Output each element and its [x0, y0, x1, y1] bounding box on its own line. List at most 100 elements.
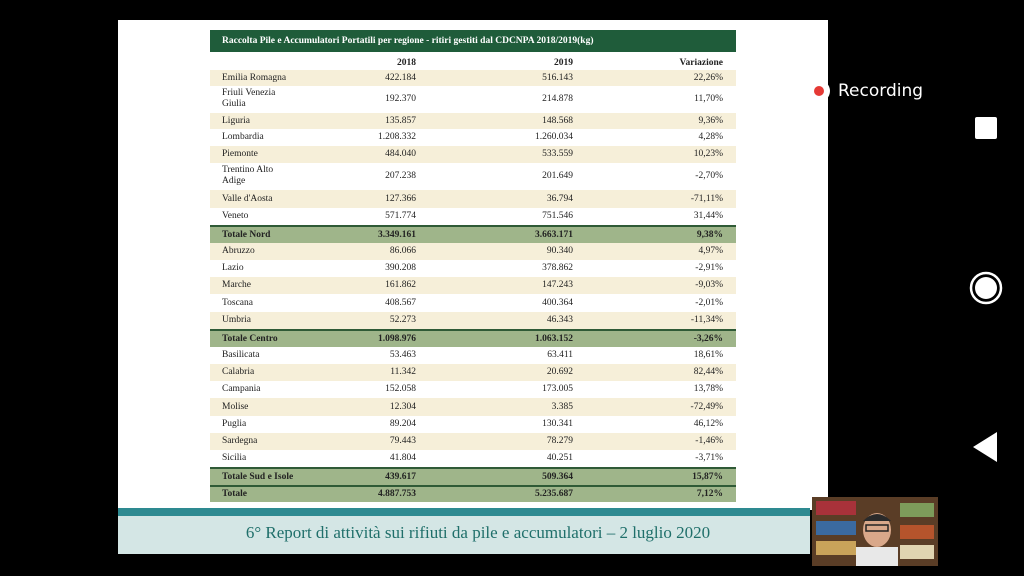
variation: 18,61%	[693, 350, 723, 360]
value-2018: 3.349.161	[378, 229, 416, 240]
region-name: Marche	[222, 280, 252, 290]
variation: -3,71%	[695, 453, 723, 463]
variation: -11,34%	[690, 315, 723, 325]
value-2019: 3.663.171	[535, 229, 573, 240]
variation: 82,44%	[693, 367, 723, 377]
table-row	[210, 243, 736, 260]
table-row	[210, 146, 736, 163]
footer-title: 6° Report di attività sui rifiuti da pil…	[245, 523, 711, 542]
value-2019: 5.235.687	[535, 489, 573, 499]
value-2019: 148.568	[542, 115, 573, 126]
value-2018: 422.184	[385, 72, 416, 83]
region-name: Lazio	[222, 263, 244, 273]
value-2019: 36.794	[546, 193, 573, 204]
value-2018: 11.342	[390, 367, 416, 377]
region-name: Calabria	[222, 367, 255, 377]
variation: -72,49%	[690, 401, 723, 412]
value-2018: 408.567	[385, 297, 416, 308]
back-button[interactable]	[973, 432, 997, 462]
value-2018: 1.098.976	[378, 333, 416, 344]
table-row	[210, 113, 736, 129]
region-name: Umbria	[222, 315, 252, 325]
variation: -3,26%	[693, 333, 723, 344]
value-2019: 214.878	[542, 94, 573, 104]
value-2018: 161.862	[385, 280, 416, 290]
variation: 46,12%	[693, 419, 723, 429]
total-row	[210, 485, 736, 502]
table-row	[210, 398, 736, 416]
variation: 9,36%	[698, 115, 723, 126]
variation: 7,12%	[696, 489, 723, 499]
table-title: Raccolta Pile e Accumulatori Portatili p…	[210, 30, 736, 52]
recording-indicator[interactable]	[808, 80, 830, 102]
value-2018: 439.617	[385, 471, 416, 482]
region-name: Lombardia	[222, 132, 264, 142]
value-2019: 78.279	[546, 436, 573, 446]
value-2018: 484.040	[385, 149, 416, 159]
value-2019: 46.343	[546, 315, 573, 325]
column-header: 2018	[397, 58, 416, 68]
region-name: Abruzzo	[222, 246, 255, 256]
region-name: Valle d'Aosta	[222, 193, 273, 204]
variation: 31,44%	[693, 211, 723, 221]
region-name: Totale Sud e Isole	[222, 471, 294, 482]
table-row	[210, 312, 736, 329]
value-2019: 130.341	[542, 419, 573, 429]
recents-button[interactable]	[975, 117, 997, 139]
variation: 13,78%	[693, 384, 723, 394]
region-name: Emilia Romagna	[222, 72, 287, 83]
webcam-image	[812, 497, 938, 566]
value-2019: 751.546	[542, 211, 573, 221]
value-2018: 207.238	[385, 171, 416, 181]
region-name: Toscana	[222, 297, 253, 308]
value-2018: 135.857	[385, 115, 416, 126]
value-2018: 41.804	[389, 453, 416, 463]
value-2018: 4.887.753	[378, 489, 416, 499]
value-2019: 400.364	[542, 297, 573, 308]
region-name: Campania	[222, 384, 261, 394]
variation: -71,11%	[690, 193, 723, 204]
value-2019: 1.260.034	[535, 132, 573, 142]
value-2019: 173.005	[542, 384, 573, 394]
home-button[interactable]	[969, 271, 1003, 305]
region-name: Sicilia	[222, 453, 247, 463]
table-row	[210, 433, 736, 450]
banner-stripe	[118, 508, 810, 516]
variation: 22,26%	[693, 72, 723, 83]
column-header: Variazione	[679, 58, 723, 68]
region-name: Totale Centro	[222, 333, 278, 344]
variation: 11,70%	[694, 94, 723, 104]
table-row	[210, 70, 736, 86]
nav-bar	[969, 117, 1003, 462]
value-2019: 1.063.152	[535, 333, 573, 344]
value-2019: 20.692	[546, 367, 573, 377]
recording-label[interactable]: Recording	[838, 81, 924, 101]
value-2019: 201.649	[542, 171, 573, 181]
variation: 4,28%	[698, 132, 723, 142]
value-2018: 571.774	[385, 211, 416, 221]
column-header: 2019	[554, 58, 573, 68]
value-2019: 3.385	[551, 401, 573, 412]
value-2019: 378.862	[542, 263, 573, 273]
value-2018: 152.058	[385, 384, 416, 394]
value-2019: 63.411	[547, 350, 573, 360]
value-2019: 40.251	[546, 453, 573, 463]
variation: 10,23%	[693, 149, 723, 159]
region-name: Totale	[222, 489, 247, 499]
value-2019: 147.243	[542, 280, 573, 290]
region-name: Friuli Venezia Giulia	[222, 88, 276, 109]
value-2018: 53.463	[389, 350, 416, 360]
value-2018: 52.273	[389, 315, 416, 325]
variation: -9,03%	[695, 280, 723, 290]
variation: 4,97%	[698, 246, 723, 256]
table-row	[210, 364, 736, 381]
variation: -2,91%	[695, 263, 723, 273]
total-row	[210, 329, 736, 347]
value-2018: 390.208	[385, 263, 416, 273]
value-2019: 516.143	[542, 72, 573, 83]
variation: -2,70%	[695, 171, 723, 181]
value-2018: 79.443	[389, 436, 416, 446]
variation: 9,38%	[696, 229, 723, 240]
variation: -2,01%	[695, 297, 723, 308]
